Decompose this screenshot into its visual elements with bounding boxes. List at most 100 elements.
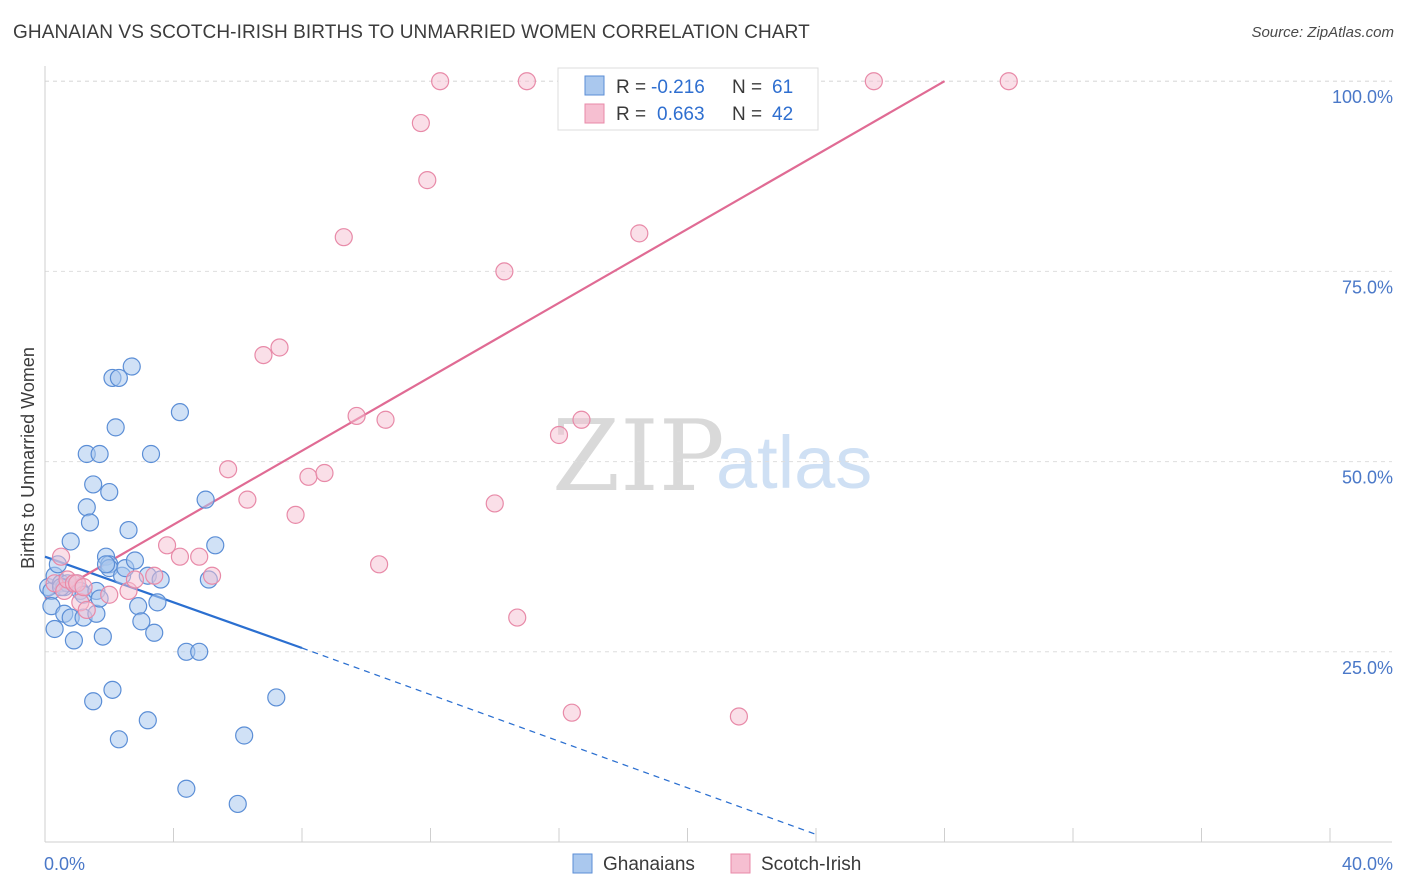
trend-line-ghanaians-extension <box>301 647 817 835</box>
point-ghanaians-33 <box>106 418 125 437</box>
legend-n-label-1: N = <box>732 77 762 98</box>
point-scotch-irish-34 <box>517 72 536 91</box>
point-ghanaians-12 <box>64 631 84 650</box>
point-scotch-irish-35 <box>549 425 569 445</box>
legend-r-value-1: -0.216 <box>651 77 705 98</box>
series-legend-scotch-irish: Scotch-Irish <box>761 854 861 875</box>
point-ghanaians-41 <box>129 597 148 616</box>
point-ghanaians-44 <box>138 711 157 730</box>
point-ghanaians-38 <box>119 520 138 540</box>
data-points <box>39 72 1018 814</box>
point-ghanaians-46 <box>145 623 164 642</box>
point-scotch-irish-28 <box>411 113 430 133</box>
point-scotch-irish-8 <box>77 600 96 620</box>
point-ghanaians-45 <box>141 444 161 464</box>
watermark-atlas: atlas <box>716 421 872 504</box>
point-scotch-irish-33 <box>508 608 527 627</box>
point-scotch-irish-13 <box>157 536 177 555</box>
legend-r-label-1: R = <box>616 77 646 98</box>
point-scotch-irish-15 <box>190 547 209 566</box>
point-scotch-irish-17 <box>219 460 238 479</box>
point-ghanaians-17 <box>77 498 96 517</box>
point-scotch-irish-37 <box>572 410 591 429</box>
point-scotch-irish-21 <box>286 505 305 524</box>
point-scotch-irish-9 <box>100 585 119 604</box>
trend-line-scotch-irish <box>44 80 946 600</box>
point-ghanaians-32 <box>103 680 122 699</box>
source-credit: Source: ZipAtlas.com <box>1251 24 1394 41</box>
legend-n-value-2: 42 <box>772 104 793 125</box>
point-scotch-irish-22 <box>299 467 318 486</box>
point-scotch-irish-1 <box>51 547 71 566</box>
point-scotch-irish-41 <box>999 72 1018 91</box>
tick-labels: 25.0% 50.0% 75.0% 100.0% 0.0% 40.0% <box>44 87 1393 874</box>
point-scotch-irish-32 <box>495 262 514 281</box>
point-scotch-irish-27 <box>376 410 395 429</box>
stats-legend: R = -0.216 N = 61 R = 0.663 N = 42 <box>557 67 819 131</box>
point-scotch-irish-24 <box>334 228 353 247</box>
point-ghanaians-30 <box>100 482 119 502</box>
point-scotch-irish-30 <box>431 72 450 91</box>
point-ghanaians-56 <box>228 794 247 814</box>
legend-r-value-2: 0.663 <box>657 104 705 125</box>
y-tick-label-0: 25.0% <box>1342 658 1393 678</box>
point-ghanaians-25 <box>90 444 109 464</box>
trend-lines <box>44 80 946 835</box>
x-tick-label-1: 40.0% <box>1342 854 1393 874</box>
point-scotch-irish-39 <box>729 707 749 726</box>
point-ghanaians-10 <box>61 532 80 551</box>
series-legend: Ghanaians Scotch-Irish <box>572 853 861 875</box>
point-scotch-irish-16 <box>202 566 222 585</box>
point-scotch-irish-25 <box>347 406 366 426</box>
point-scotch-irish-18 <box>238 490 257 509</box>
legend-swatch-ghanaians <box>584 75 605 96</box>
legend-swatch-scotch-irish <box>584 103 605 124</box>
chart-title: GHANAIAN VS SCOTCH-IRISH BIRTHS TO UNMAR… <box>13 22 810 43</box>
point-ghanaians-21 <box>84 692 103 711</box>
point-ghanaians-55 <box>206 536 225 555</box>
point-ghanaians-19 <box>80 513 100 532</box>
point-scotch-irish-19 <box>254 345 273 365</box>
point-ghanaians-42 <box>132 612 151 631</box>
point-ghanaians-49 <box>170 403 190 422</box>
point-scotch-irish-26 <box>370 555 389 574</box>
point-ghanaians-51 <box>177 779 196 798</box>
y-tick-label-3: 100.0% <box>1332 87 1393 107</box>
point-scotch-irish-29 <box>418 171 437 190</box>
point-scotch-irish-12 <box>145 566 164 585</box>
x-tick-label-0: 0.0% <box>44 854 85 874</box>
point-scotch-irish-38 <box>630 224 649 243</box>
grid-lines <box>45 80 1392 653</box>
legend-n-value-1: 61 <box>772 77 793 98</box>
point-scotch-irish-20 <box>270 338 289 357</box>
y-tick-label-2: 75.0% <box>1342 277 1393 297</box>
legend-r-label-2: R = <box>616 104 646 125</box>
y-axis-label: Births to Unmarried Women <box>18 347 38 569</box>
point-ghanaians-35 <box>109 368 128 388</box>
point-ghanaians-3 <box>45 619 64 639</box>
trend-line-ghanaians <box>44 555 303 650</box>
point-scotch-irish-23 <box>315 463 334 483</box>
point-ghanaians-40 <box>125 551 145 570</box>
point-ghanaians-34 <box>109 730 128 749</box>
point-ghanaians-47 <box>148 593 167 612</box>
point-scotch-irish-31 <box>485 494 504 513</box>
point-scotch-irish-14 <box>170 547 190 566</box>
series-legend-swatch-scotch-irish <box>730 853 751 874</box>
point-scotch-irish-40 <box>864 72 883 91</box>
point-ghanaians-58 <box>267 688 286 707</box>
point-ghanaians-53 <box>196 490 215 509</box>
y-tick-label-1: 50.0% <box>1342 468 1393 488</box>
point-scotch-irish-36 <box>562 703 581 722</box>
series-legend-ghanaians: Ghanaians <box>603 854 695 875</box>
point-ghanaians-26 <box>93 627 112 646</box>
point-ghanaians-20 <box>84 475 103 494</box>
legend-n-label-2: N = <box>732 104 762 125</box>
point-ghanaians-57 <box>235 726 254 745</box>
series-legend-swatch-ghanaians <box>572 853 593 874</box>
point-scotch-irish-7 <box>74 578 93 597</box>
point-ghanaians-39 <box>122 357 141 376</box>
axes <box>44 66 1392 843</box>
point-ghanaians-60 <box>96 555 116 574</box>
